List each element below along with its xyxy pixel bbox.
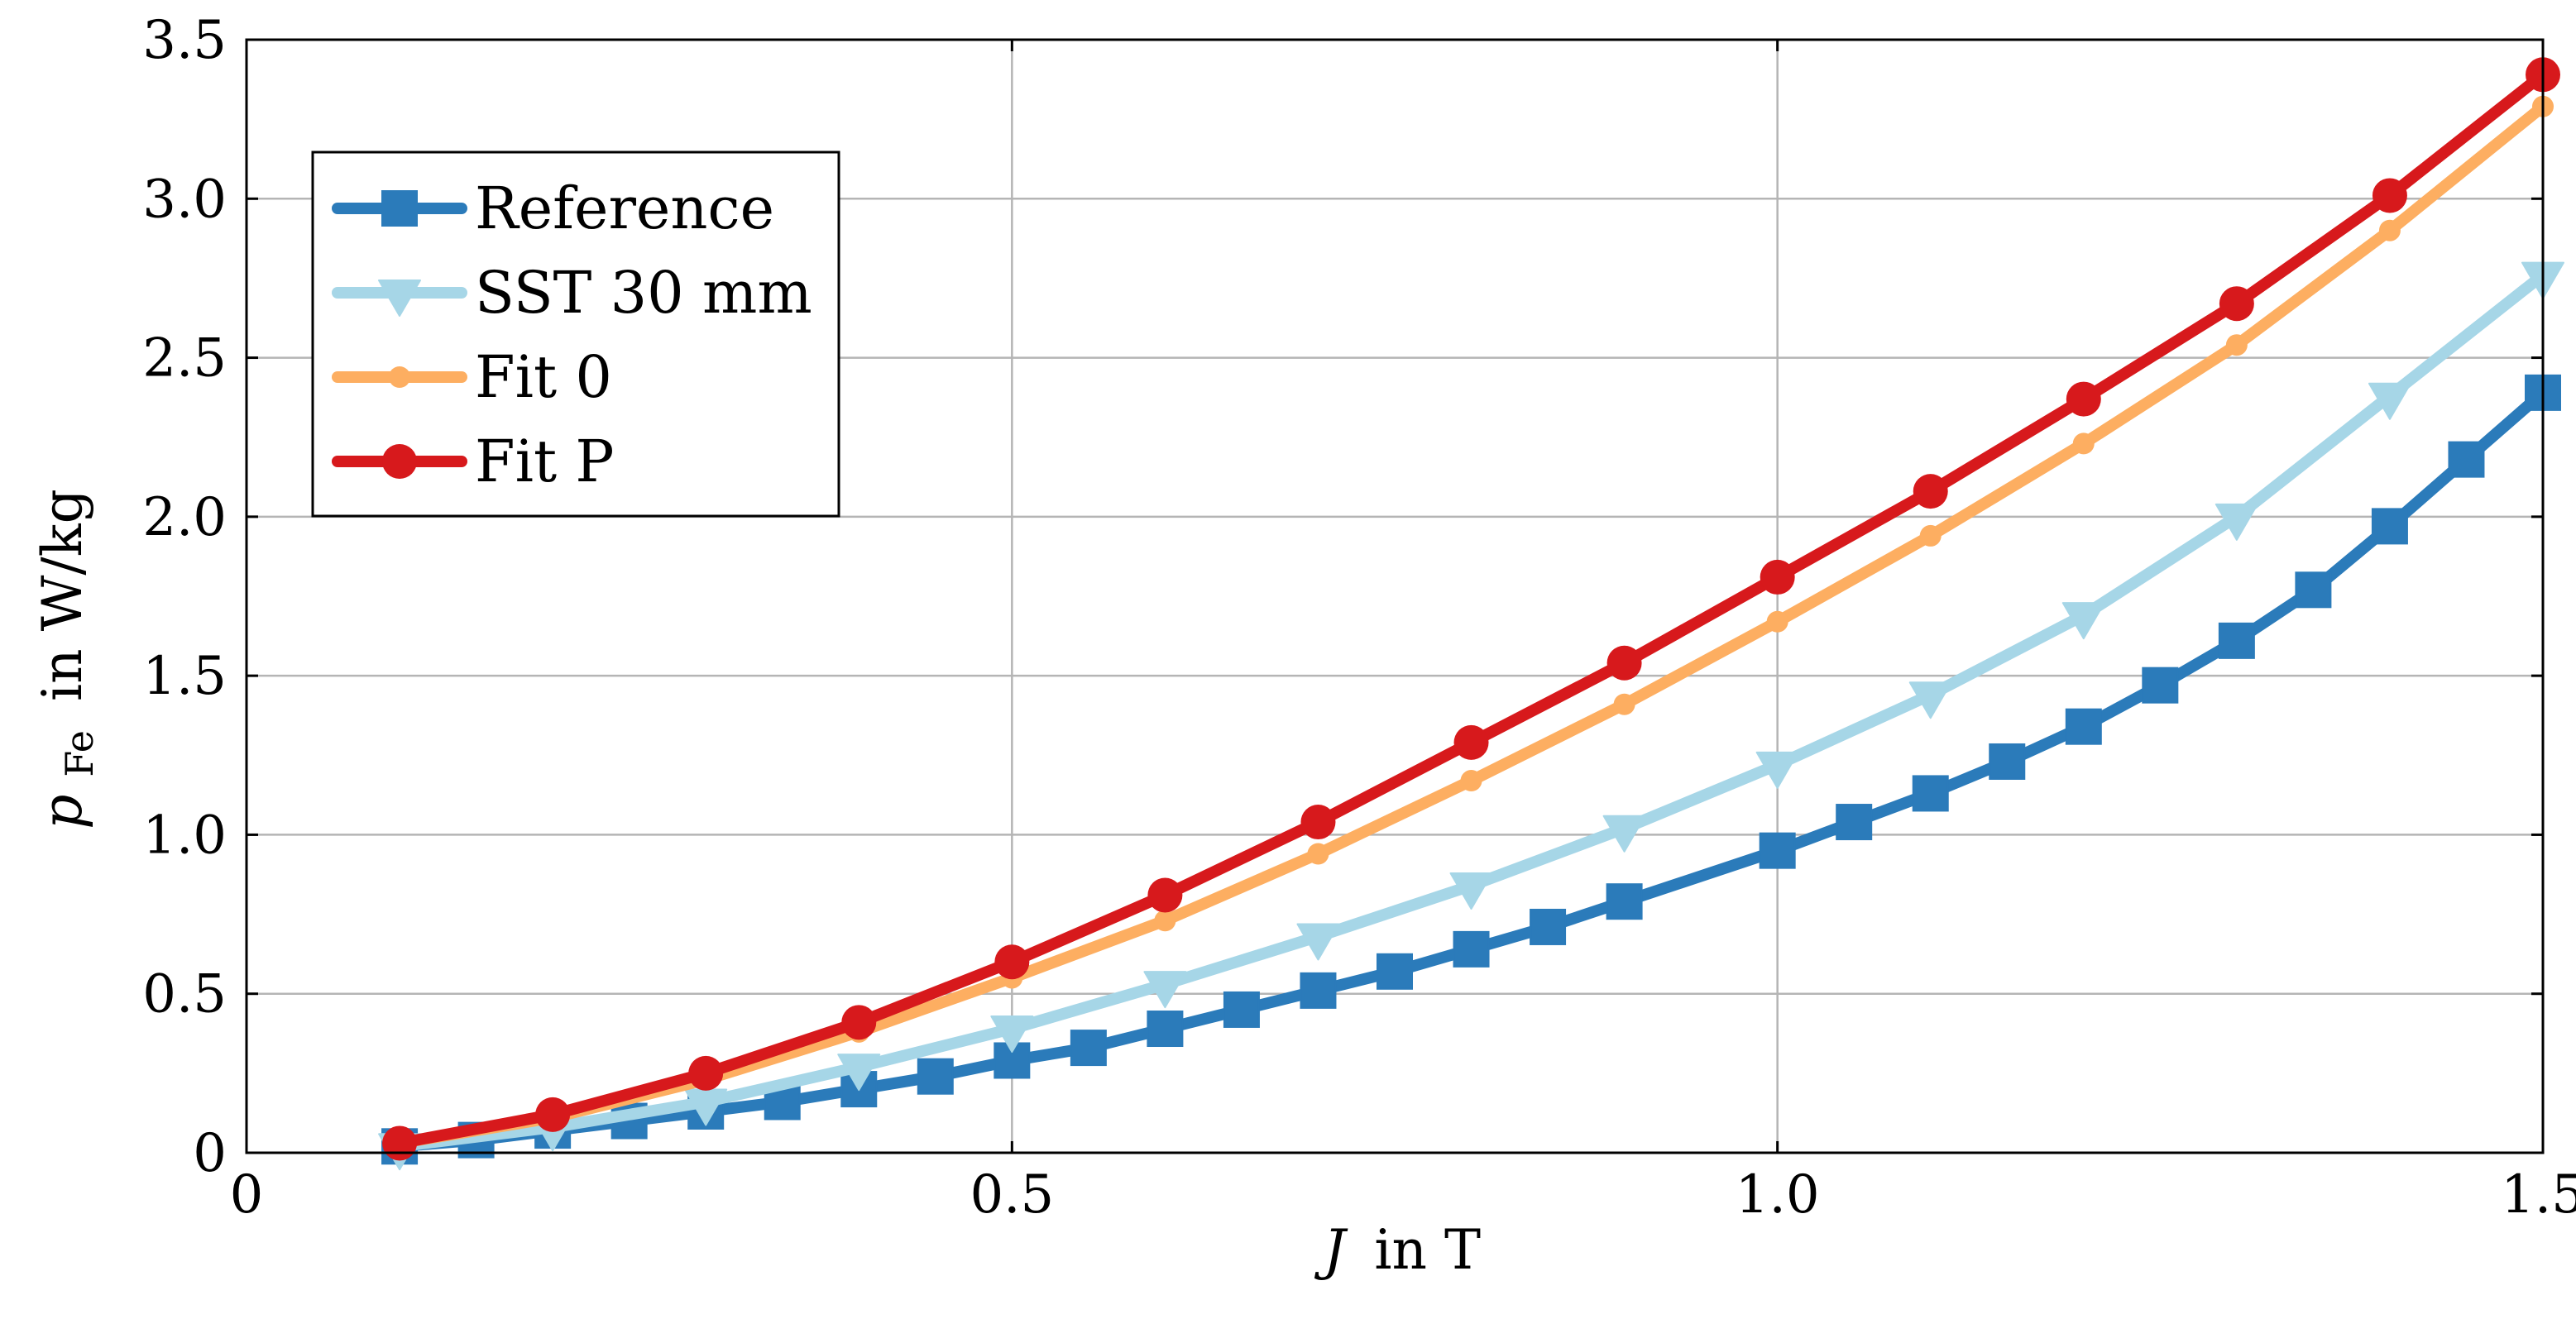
point-reference-22 <box>2142 667 2179 704</box>
data-series <box>378 57 2564 1171</box>
legend-item-fit-p: Fit P <box>332 428 614 495</box>
point-reference-24 <box>2295 571 2332 609</box>
legend-swatch-marker <box>389 366 410 388</box>
point-fit-0-5 <box>1154 910 1176 932</box>
point-reference-26 <box>2448 441 2485 478</box>
point-reference-16 <box>1606 883 1643 920</box>
point-reference-11 <box>1223 991 1260 1028</box>
plot-frame <box>245 38 2545 1154</box>
point-fit-0-8 <box>1613 693 1635 715</box>
legend-swatch-marker <box>381 190 418 227</box>
point-fit-p-0 <box>382 1125 418 1161</box>
y-tick-label-6: 3.0 <box>142 169 227 230</box>
point-sst-30-mm-13 <box>2368 382 2411 420</box>
x-axis-unit: in T <box>1374 1218 1481 1282</box>
point-fit-0-7 <box>1460 770 1482 792</box>
point-fit-p-1 <box>535 1097 571 1132</box>
legend-label: Fit 0 <box>475 343 612 411</box>
point-sst-30-mm-3 <box>837 1054 881 1092</box>
point-sst-30-mm-7 <box>1449 872 1493 910</box>
point-reference-14 <box>1453 930 1490 968</box>
point-fit-p-3 <box>841 1005 877 1040</box>
legend-item-reference: Reference <box>332 174 774 242</box>
point-sst-30-mm-6 <box>1296 923 1340 961</box>
y-tick-label-5: 2.5 <box>142 328 227 389</box>
x-tick-label-0: 0 <box>230 1164 264 1226</box>
y-tick-label-4: 2.0 <box>142 487 227 548</box>
point-reference-7 <box>917 1058 954 1095</box>
y-tick-label-2: 1.0 <box>142 805 227 866</box>
point-fit-p-5 <box>1147 877 1183 913</box>
y-tick-label-7: 3.5 <box>142 10 227 71</box>
point-sst-30-mm-10 <box>1908 681 1952 719</box>
point-fit-0-11 <box>2072 432 2095 455</box>
point-sst-30-mm-9 <box>1755 751 1799 789</box>
point-reference-18 <box>1836 804 1873 841</box>
legend-label: SST 30 mm <box>475 259 812 327</box>
point-reference-20 <box>1989 743 2026 780</box>
point-fit-p-6 <box>1300 805 1336 840</box>
point-fit-p-10 <box>1913 474 1948 509</box>
point-fit-p-11 <box>2066 381 2101 417</box>
y-axis-unit: in W/kg <box>31 489 94 701</box>
point-reference-10 <box>1147 1011 1184 1048</box>
x-tick-label-1: 0.5 <box>970 1164 1054 1226</box>
point-reference-23 <box>2218 622 2255 659</box>
point-reference-15 <box>1530 908 1567 945</box>
y-tick-label-3: 1.5 <box>142 646 227 707</box>
point-reference-25 <box>2371 508 2408 545</box>
plot-border <box>245 38 2545 1154</box>
series-sst-30-mm <box>378 261 2564 1171</box>
point-reference-17 <box>1759 832 1796 869</box>
point-fit-0-6 <box>1307 843 1329 865</box>
point-reference-21 <box>2065 708 2102 745</box>
point-sst-30-mm-11 <box>2061 602 2105 640</box>
point-fit-p-12 <box>2219 286 2254 322</box>
legend-label: Reference <box>475 174 774 242</box>
point-fit-0-10 <box>1919 524 1942 547</box>
point-sst-30-mm-8 <box>1602 815 1646 853</box>
point-sst-30-mm-4 <box>990 1015 1034 1054</box>
series-line-reference <box>394 386 2549 1153</box>
point-sst-30-mm-12 <box>2214 503 2258 541</box>
point-fit-0-9 <box>1766 610 1788 633</box>
legend-item-sst-30-mm: SST 30 mm <box>332 259 812 327</box>
point-reference-19 <box>1912 775 1949 812</box>
legend: Reference SST 30 mm Fit 0 Fit P <box>311 151 840 518</box>
legend-swatch-marker <box>382 444 417 479</box>
tick-labels: 0 0.5 1.0 1.5 0 0.5 1.0 1.5 2.0 2.5 3.0 3.5 <box>142 10 2576 1226</box>
y-tick-label-1: 0.5 <box>142 964 227 1025</box>
x-tick-label-2: 1.0 <box>1736 1164 1820 1226</box>
point-reference-9 <box>1070 1030 1107 1067</box>
point-reference-13 <box>1377 953 1413 990</box>
legend-item-fit-0: Fit 0 <box>332 343 612 411</box>
point-fit-p-4 <box>994 944 1030 980</box>
point-fit-p-13 <box>2372 178 2407 213</box>
point-fit-0-12 <box>2225 334 2248 356</box>
x-tick-label-3: 1.5 <box>2501 1164 2576 1226</box>
point-fit-p-7 <box>1453 724 1489 760</box>
x-axis-label: J in T <box>1314 1218 1481 1282</box>
y-axis-label: p Fe in W/kg <box>31 489 106 829</box>
y-axis-var: p <box>31 795 94 829</box>
point-reference-12 <box>1300 972 1337 1009</box>
legend-swatch-marker <box>378 280 421 317</box>
point-fit-0-13 <box>2378 219 2401 241</box>
point-sst-30-mm-5 <box>1143 971 1187 1009</box>
y-axis-subscript: Fe <box>57 730 102 777</box>
y-tick-label-0: 0 <box>193 1123 227 1184</box>
point-fit-p-2 <box>688 1055 724 1091</box>
legend-label: Fit P <box>475 428 614 495</box>
axis-labels: J in T p Fe in W/kg <box>31 489 1481 1282</box>
point-fit-p-9 <box>1760 559 1795 595</box>
point-fit-p-8 <box>1606 645 1642 681</box>
